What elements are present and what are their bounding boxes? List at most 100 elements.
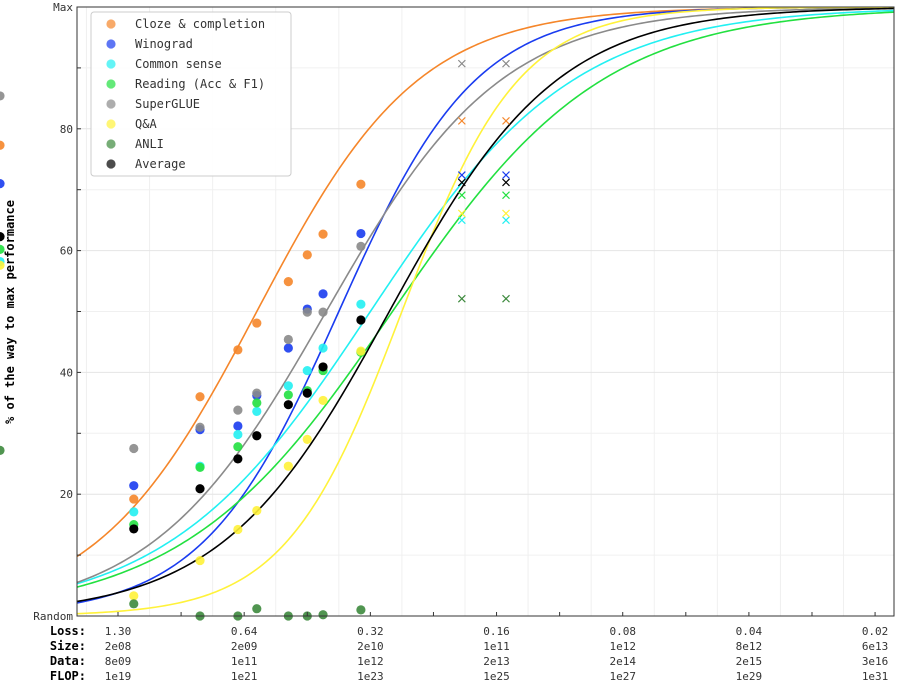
x-row-label: Loss: bbox=[50, 624, 86, 638]
data-point bbox=[302, 434, 312, 444]
projected-point bbox=[502, 178, 510, 187]
legend-label: Cloze & completion bbox=[135, 17, 265, 31]
legend-marker bbox=[106, 79, 116, 89]
data-point bbox=[129, 524, 139, 534]
data-point bbox=[252, 506, 262, 516]
projected-point bbox=[457, 209, 466, 218]
data-point bbox=[318, 307, 328, 317]
data-point bbox=[283, 343, 293, 353]
x-tick-label: 8e12 bbox=[736, 640, 763, 653]
data-point bbox=[233, 421, 243, 431]
projected-point bbox=[457, 178, 466, 187]
data-point bbox=[233, 345, 243, 355]
data-point bbox=[302, 365, 312, 376]
data-point bbox=[318, 395, 328, 406]
data-point bbox=[195, 462, 205, 473]
data-point bbox=[283, 390, 293, 400]
x-tick-label: 1e27 bbox=[609, 670, 636, 683]
fit-curve bbox=[77, 7, 894, 615]
data-point bbox=[0, 140, 5, 150]
data-point bbox=[129, 494, 139, 504]
y-tick-label: 20 bbox=[60, 488, 73, 501]
data-point bbox=[283, 334, 293, 345]
legend-label: Reading (Acc & F1) bbox=[135, 77, 265, 91]
legend-label: Winograd bbox=[135, 37, 193, 51]
fit-curve bbox=[77, 7, 894, 603]
projected-point bbox=[457, 116, 466, 125]
projected-point bbox=[502, 191, 510, 200]
data-point bbox=[195, 392, 205, 402]
data-point bbox=[283, 277, 293, 287]
fit-curve bbox=[77, 11, 894, 588]
legend-label: Q&A bbox=[135, 117, 157, 131]
fit-curves bbox=[77, 7, 894, 615]
fit-curve bbox=[77, 7, 894, 584]
legend-marker bbox=[106, 159, 116, 169]
x-tick-label: 0.16 bbox=[483, 625, 510, 638]
projected-point bbox=[502, 216, 510, 225]
x-tick-label: 3e16 bbox=[862, 655, 889, 668]
data-point bbox=[233, 524, 243, 535]
projected-point bbox=[457, 216, 466, 225]
x-tick-label: 2e15 bbox=[736, 655, 763, 668]
x-tick-label: 2e13 bbox=[483, 655, 510, 668]
x-tick-label: 1e12 bbox=[357, 655, 384, 668]
data-point bbox=[356, 241, 366, 251]
data-point bbox=[195, 555, 205, 566]
legend-label: Common sense bbox=[135, 57, 222, 71]
legend-marker bbox=[106, 139, 116, 149]
x-tick-label: 2e10 bbox=[357, 640, 384, 653]
data-point bbox=[0, 260, 5, 270]
x-tick-label: 1e31 bbox=[862, 670, 889, 683]
projected-point bbox=[502, 59, 510, 68]
x-row-label: Size: bbox=[50, 639, 86, 653]
legend-label: SuperGLUE bbox=[135, 97, 200, 111]
projected-point bbox=[502, 294, 510, 303]
data-point bbox=[252, 318, 262, 328]
x-tick-label: 1e23 bbox=[357, 670, 384, 683]
x-tick-label: 1e29 bbox=[736, 670, 763, 683]
data-point bbox=[318, 362, 328, 372]
data-point bbox=[318, 610, 328, 620]
y-tick-label: 40 bbox=[60, 366, 73, 379]
x-tick-label: 1e12 bbox=[609, 640, 636, 653]
data-point bbox=[356, 605, 366, 615]
x-tick-label: 1e21 bbox=[231, 670, 258, 683]
x-tick-label: 1e25 bbox=[483, 670, 510, 683]
data-point bbox=[129, 481, 139, 491]
data-point bbox=[302, 307, 312, 317]
legend-marker bbox=[106, 19, 116, 29]
projected-point bbox=[457, 171, 466, 180]
data-point bbox=[129, 507, 139, 517]
data-point bbox=[318, 289, 328, 299]
y-axis-label: % of the way to max performance bbox=[3, 200, 17, 424]
data-point bbox=[283, 400, 293, 410]
legend-marker bbox=[106, 39, 116, 49]
x-tick-label: 0.04 bbox=[736, 625, 763, 638]
data-point bbox=[302, 388, 312, 398]
data-point bbox=[0, 91, 5, 101]
projected-point bbox=[502, 209, 510, 218]
data-points bbox=[0, 59, 510, 621]
x-tick-label: 0.08 bbox=[609, 625, 636, 638]
legend-box bbox=[90, 11, 292, 177]
data-point bbox=[0, 445, 5, 455]
data-point bbox=[318, 343, 328, 353]
data-point bbox=[318, 229, 328, 239]
data-point bbox=[233, 442, 243, 452]
projected-point bbox=[502, 116, 510, 125]
x-tick-label: 1e19 bbox=[105, 670, 132, 683]
data-point bbox=[252, 398, 262, 408]
x-tick-label: 1.30 bbox=[105, 625, 132, 638]
x-tick-label: 0.02 bbox=[862, 625, 889, 638]
data-point bbox=[233, 454, 243, 464]
legend-marker bbox=[106, 99, 116, 109]
data-point bbox=[233, 405, 243, 415]
projected-point bbox=[457, 191, 466, 200]
x-row-label: FLOP: bbox=[50, 669, 86, 683]
data-point bbox=[356, 179, 366, 189]
data-point bbox=[0, 179, 5, 189]
x-tick-label: 0.64 bbox=[231, 625, 258, 638]
legend-label: Average bbox=[135, 157, 186, 171]
data-point bbox=[195, 422, 205, 432]
